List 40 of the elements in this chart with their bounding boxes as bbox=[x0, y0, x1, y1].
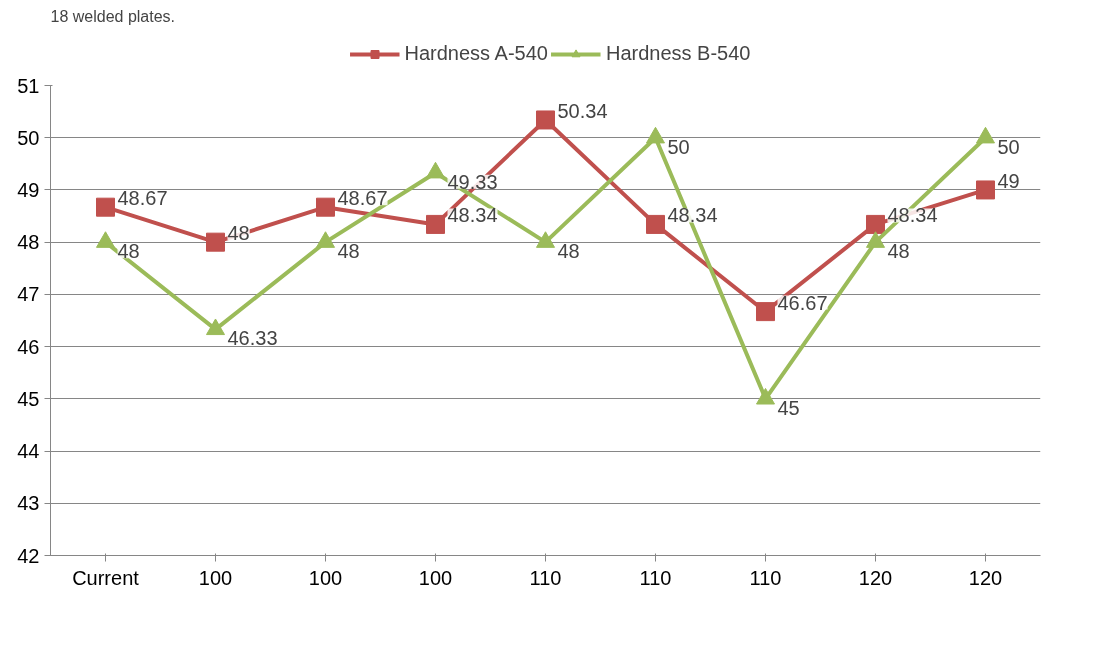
x-tick-label: 100 bbox=[418, 566, 453, 589]
data-label: 46.67 bbox=[777, 291, 828, 314]
x-tick-label: 110 bbox=[639, 566, 672, 589]
x-tick-label: 100 bbox=[198, 566, 233, 589]
data-label: 48.34 bbox=[447, 204, 498, 227]
data-label: 48 bbox=[557, 240, 580, 263]
text: 18 welded plates. bbox=[50, 7, 176, 25]
data-label: 46.33 bbox=[227, 327, 278, 350]
legend-label: Hardness A-540 bbox=[404, 42, 548, 65]
data-label: 50 bbox=[667, 135, 690, 158]
data-label: 48 bbox=[117, 240, 140, 263]
legend-label: Hardness B-540 bbox=[605, 42, 751, 65]
y-tick-label: 48 bbox=[17, 231, 40, 254]
data-label: 48.34 bbox=[887, 204, 938, 227]
data-label: 49 bbox=[997, 169, 1020, 192]
x-tick-label: 120 bbox=[858, 566, 893, 589]
y-tick-label: 46 bbox=[17, 335, 40, 358]
y-tick-label: 51 bbox=[17, 74, 40, 97]
data-label: 45 bbox=[777, 396, 800, 419]
data-label: 48 bbox=[887, 240, 910, 263]
y-tick-label: 47 bbox=[17, 283, 40, 306]
y-tick-label: 43 bbox=[17, 492, 40, 515]
data-label: 50.34 bbox=[557, 99, 608, 122]
data-label: 48 bbox=[337, 240, 360, 263]
x-tick-label: 100 bbox=[308, 566, 343, 589]
x-tick-label: 110 bbox=[749, 566, 782, 589]
y-tick-label: 50 bbox=[17, 126, 40, 149]
x-tick-label: 120 bbox=[968, 566, 1003, 589]
x-tick-label: Current bbox=[72, 566, 140, 589]
y-tick-label: 45 bbox=[17, 387, 40, 410]
data-label: 49.33 bbox=[447, 170, 498, 193]
data-label: 48.67 bbox=[337, 187, 388, 210]
data-label: 48 bbox=[227, 222, 250, 245]
y-tick-label: 42 bbox=[17, 544, 40, 567]
data-label: 48.34 bbox=[667, 204, 718, 227]
y-tick-label: 49 bbox=[17, 178, 40, 201]
data-label: 50 bbox=[997, 135, 1020, 158]
data-label: 48.67 bbox=[117, 187, 168, 210]
x-tick-label: 110 bbox=[529, 566, 562, 589]
y-tick-label: 44 bbox=[17, 440, 40, 463]
